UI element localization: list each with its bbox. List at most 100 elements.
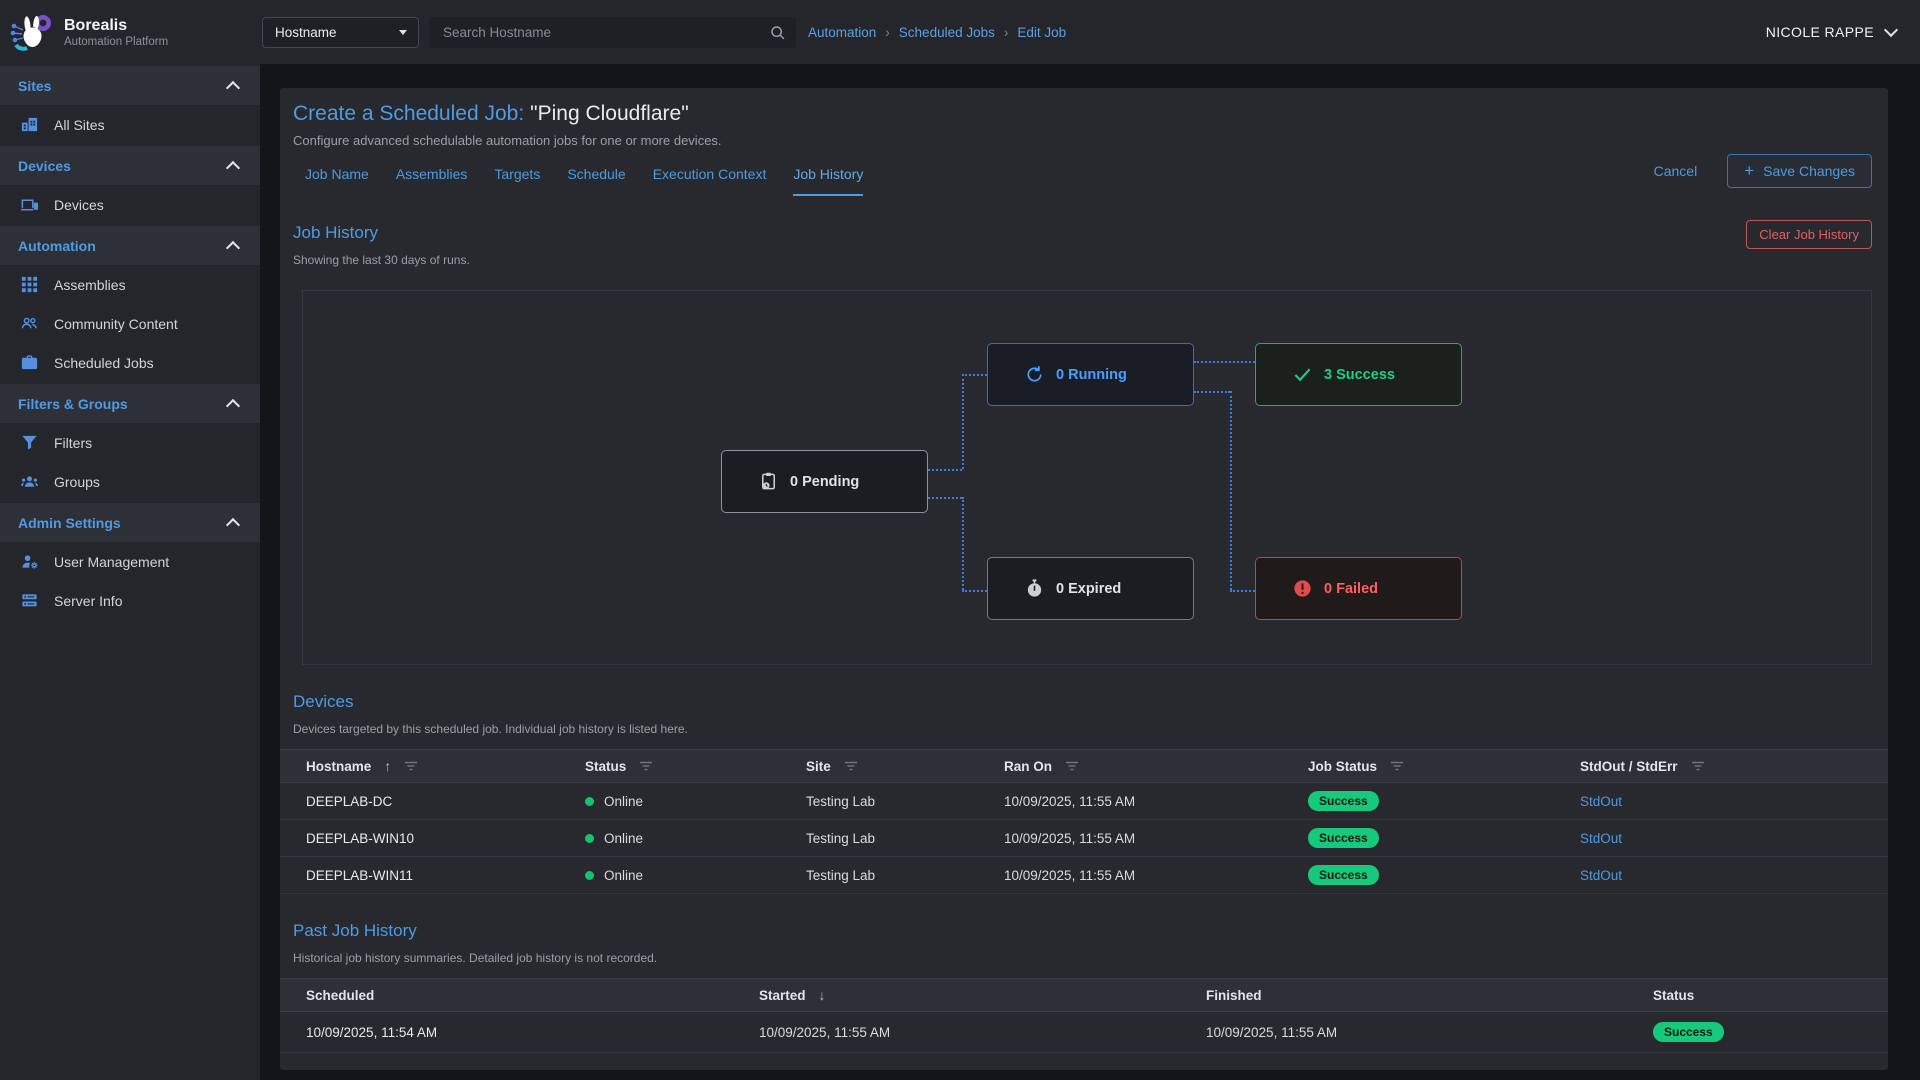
success-badge: Success xyxy=(1308,865,1379,885)
page-title-job-name: "Ping Cloudflare" xyxy=(530,102,689,125)
column-header-status[interactable]: Status xyxy=(585,759,806,774)
topbar: Borealis Automation Platform Hostname Au… xyxy=(0,0,1920,64)
sort-asc-icon: ↑ xyxy=(384,758,392,774)
column-label: Finished xyxy=(1206,987,1262,1003)
stdout-link[interactable]: StdOut xyxy=(1580,867,1623,883)
column-header-stdout-stderr[interactable]: StdOut / StdErr xyxy=(1580,759,1888,774)
sidebar-item-user-management[interactable]: User Management xyxy=(0,542,260,581)
connector-line xyxy=(928,497,962,499)
column-label: Hostname xyxy=(306,758,372,774)
job-history-subtitle: Showing the last 30 days of runs. xyxy=(293,253,470,267)
main-panel: Create a Scheduled Job: "Ping Cloudflare"… xyxy=(280,88,1888,1070)
filter-menu-icon[interactable] xyxy=(1390,761,1404,771)
sidebar-item-server-info[interactable]: Server Info xyxy=(0,581,260,620)
chevron-up-icon xyxy=(225,160,241,175)
filter-menu-icon[interactable] xyxy=(639,761,653,771)
column-header-job-status[interactable]: Job Status xyxy=(1308,759,1580,774)
connector-line xyxy=(962,374,964,469)
filter-menu-icon[interactable] xyxy=(844,761,858,771)
table-row: DEEPLAB-DC Online Testing Lab 10/09/2025… xyxy=(280,783,1888,820)
tab-schedule[interactable]: Schedule xyxy=(567,166,626,182)
sidebar-section-label: Sites xyxy=(18,77,52,94)
tab-execution-context[interactable]: Execution Context xyxy=(652,166,767,182)
status-cell: Online xyxy=(585,794,806,809)
page-subtitle: Configure advanced schedulable automatio… xyxy=(293,133,722,148)
job-history-header: Job History Showing the last 30 days of … xyxy=(280,220,1888,268)
column-label: Ran On xyxy=(1004,758,1053,774)
column-label: Status xyxy=(585,758,627,774)
tab-job-name[interactable]: Job Name xyxy=(305,166,369,182)
sidebar-item-all-sites[interactable]: All Sites xyxy=(0,105,260,144)
column-header-site[interactable]: Site xyxy=(806,759,1004,774)
sidebar-item-community-content[interactable]: Community Content xyxy=(0,304,260,343)
column-header-scheduled[interactable]: Scheduled xyxy=(280,988,759,1003)
hostname-select-value: Hostname xyxy=(275,24,337,40)
job-history-heading: Job History xyxy=(293,223,379,242)
stdout-cell: StdOut xyxy=(1580,831,1888,846)
sidebar-item-assemblies[interactable]: Assemblies xyxy=(0,265,260,304)
sidebar-section-devices[interactable]: Devices xyxy=(0,146,260,185)
past-job-history-subtitle: Historical job history summaries. Detail… xyxy=(293,951,658,965)
table-row: DEEPLAB-WIN11 Online Testing Lab 10/09/2… xyxy=(280,857,1888,894)
job-status-flow-diagram: 0 Pending 0 Running 3 Success 0 Expired … xyxy=(302,290,1872,665)
brand[interactable]: Borealis Automation Platform xyxy=(0,10,260,54)
hostname-cell: DEEPLAB-WIN10 xyxy=(306,830,415,846)
success-badge: Success xyxy=(1308,791,1379,811)
sidebar-item-label: Scheduled Jobs xyxy=(54,354,154,371)
page-actions: Cancel + Save Changes xyxy=(1648,154,1872,188)
column-header-started[interactable]: Started ↓ xyxy=(759,987,1206,1003)
breadcrumb-edit-job[interactable]: Edit Job xyxy=(1017,24,1067,40)
sidebar-item-scheduled-jobs[interactable]: Scheduled Jobs xyxy=(0,343,260,382)
tab-job-history[interactable]: Job History xyxy=(793,166,864,196)
filter-menu-icon[interactable] xyxy=(1065,761,1079,771)
stdout-cell: StdOut xyxy=(1580,868,1888,883)
flow-success-box: 3 Success xyxy=(1255,343,1462,406)
user-menu[interactable]: NICOLE RAPPE xyxy=(1766,22,1899,40)
breadcrumb-automation[interactable]: Automation xyxy=(808,24,877,40)
column-header-finished[interactable]: Finished xyxy=(1206,988,1653,1003)
ran-on-cell: 10/09/2025, 11:55 AM xyxy=(1004,793,1136,809)
filter-menu-icon[interactable] xyxy=(404,761,418,771)
devices-icon xyxy=(20,199,39,211)
flow-running-box: 0 Running xyxy=(987,343,1194,406)
tab-targets[interactable]: Targets xyxy=(494,166,541,182)
sidebar-section-sites[interactable]: Sites xyxy=(0,66,260,105)
sidebar-section-automation[interactable]: Automation xyxy=(0,226,260,265)
column-header-status[interactable]: Status xyxy=(1653,988,1888,1003)
sidebar-section-label: Admin Settings xyxy=(18,514,121,531)
breadcrumb-scheduled-jobs[interactable]: Scheduled Jobs xyxy=(898,24,995,40)
status-label: Online xyxy=(604,867,644,883)
column-label: Job Status xyxy=(1308,758,1378,774)
stdout-link[interactable]: StdOut xyxy=(1580,793,1623,809)
hostname-select[interactable]: Hostname xyxy=(262,16,419,48)
sidebar-item-filters[interactable]: Filters xyxy=(0,423,260,462)
stdout-cell: StdOut xyxy=(1580,794,1888,809)
chevron-up-icon xyxy=(225,240,241,255)
connector-line xyxy=(962,590,987,592)
sidebar-item-devices[interactable]: Devices xyxy=(0,185,260,224)
stopwatch-icon xyxy=(1027,579,1042,597)
status-cell: Online xyxy=(585,831,806,846)
sidebar-section-admin-settings[interactable]: Admin Settings xyxy=(0,503,260,542)
filter-menu-icon[interactable] xyxy=(1691,761,1705,771)
clear-job-history-button[interactable]: Clear Job History xyxy=(1746,220,1872,249)
job-status-cell: Success xyxy=(1308,828,1580,848)
search-hostname-box[interactable] xyxy=(429,16,796,48)
tab-assemblies[interactable]: Assemblies xyxy=(395,166,468,182)
column-label: Started xyxy=(759,987,806,1003)
search-input[interactable] xyxy=(441,23,769,41)
sidebar-item-label: Devices xyxy=(54,196,104,213)
column-header-hostname[interactable]: Hostname ↑ xyxy=(280,758,585,774)
job-status-cell: Success xyxy=(1308,791,1580,811)
connector-line xyxy=(1230,590,1255,592)
cancel-button[interactable]: Cancel xyxy=(1648,162,1704,180)
sidebar-item-label: User Management xyxy=(54,553,170,570)
stdout-link[interactable]: StdOut xyxy=(1580,830,1623,846)
flow-expired-label: 0 Expired xyxy=(1056,580,1122,597)
sidebar-item-groups[interactable]: Groups xyxy=(0,462,260,501)
sidebar-section-filters-groups[interactable]: Filters & Groups xyxy=(0,384,260,423)
column-header-ran-on[interactable]: Ran On xyxy=(1004,759,1308,774)
sidebar-item-label: Community Content xyxy=(54,315,178,332)
breadcrumb: Automation › Scheduled Jobs › Edit Job xyxy=(808,25,1066,40)
save-changes-button[interactable]: + Save Changes xyxy=(1727,154,1872,188)
